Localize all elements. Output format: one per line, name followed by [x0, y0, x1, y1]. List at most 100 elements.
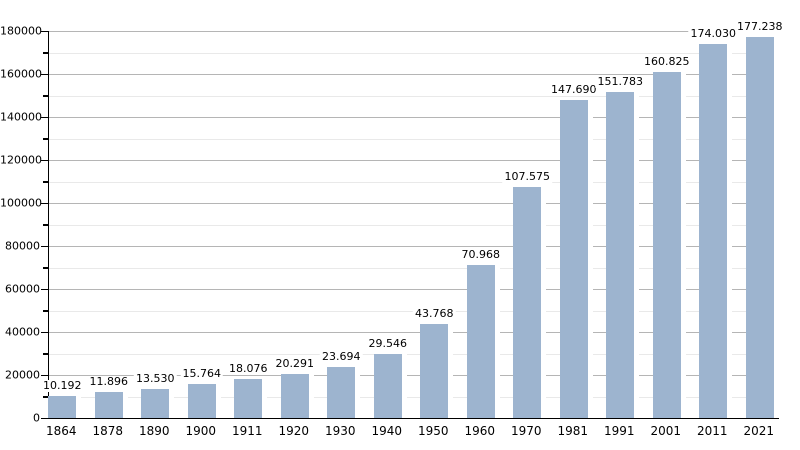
gridline-minor: [49, 267, 779, 269]
y-axis-minor-tick: [43, 353, 48, 355]
bar-value-label: 11.896: [87, 375, 130, 389]
bar-value-label: 15.764: [180, 367, 223, 381]
y-axis-tick: [41, 116, 48, 118]
bars-container: 10.192 11.896 13.530 15.764 18.076 20.291 23.6…: [39, 20, 785, 418]
y-axis-tick: [41, 202, 48, 204]
gridline-major: [49, 117, 779, 118]
y-tick-label: 80000: [5, 239, 40, 253]
bar-value-label: 147.690: [549, 83, 599, 97]
x-tick-label: 2001: [650, 424, 682, 438]
x-tick-label: 1940: [371, 424, 403, 438]
gridline-major: [49, 31, 779, 32]
plot-area: 10.192 11.896 13.530 15.764 18.076 20.291 23.6…: [41, 20, 785, 419]
gridline-minor: [49, 396, 779, 398]
bar-value-label: 177.238: [735, 19, 785, 33]
y-axis-tick: [41, 331, 48, 333]
x-axis-labels: 1864 1878 1890 1900 1911 1920 1930 1940 1950 1960…: [38, 424, 782, 438]
y-axis-tick: [41, 30, 48, 32]
gridline-major: [49, 332, 779, 333]
y-axis-minor-tick: [43, 181, 48, 183]
gridline-major: [49, 203, 779, 204]
y-axis-tick: [41, 374, 48, 376]
x-tick-label: 1930: [324, 424, 356, 438]
bar-slot: 151.783: [595, 31, 645, 418]
y-tick-label: 120000: [0, 153, 42, 167]
y-axis-tick: [41, 245, 48, 247]
bar-1864: [48, 396, 77, 418]
y-axis-minor-tick: [43, 310, 48, 312]
y-axis-minor-tick: [43, 52, 48, 54]
bar-1900: [187, 384, 216, 418]
gridline-minor: [49, 95, 779, 97]
bar-value-label: 20.291: [273, 357, 316, 371]
x-tick-label: 1911: [231, 424, 263, 438]
gridline-major: [49, 375, 779, 376]
gridline-major: [49, 289, 779, 290]
y-axis-minor-tick: [43, 95, 48, 97]
x-tick-label: 2011: [696, 424, 728, 438]
y-tick-label: 20000: [5, 368, 40, 382]
bar-value-label: 13.530: [134, 371, 177, 385]
bar-value-label: 151.783: [595, 74, 645, 88]
y-axis-minor-tick: [43, 267, 48, 269]
bar-slot: 10.192: [39, 31, 86, 418]
bar-1920: [280, 374, 309, 418]
x-tick-label: 1991: [603, 424, 635, 438]
x-tick-label: 1950: [417, 424, 449, 438]
bar-1970: [513, 186, 542, 418]
y-tick-label: 60000: [5, 282, 40, 296]
y-tick-label: 40000: [5, 325, 40, 339]
y-axis-tick: [41, 73, 48, 75]
x-tick-label: 1890: [138, 424, 170, 438]
gridline-minor: [49, 224, 779, 226]
y-tick-label: 160000: [0, 67, 42, 81]
bar-slot: 23.694: [318, 31, 365, 418]
y-tick-label: 0: [33, 411, 40, 425]
bar-2001: [652, 72, 681, 418]
bar-1878: [94, 392, 123, 418]
y-axis-tick: [41, 159, 48, 161]
x-tick-label: 1970: [510, 424, 542, 438]
y-tick-label: 140000: [0, 110, 42, 124]
y-tick-label: 180000: [0, 24, 42, 38]
gridline-major: [49, 246, 779, 247]
bar-1991: [606, 91, 635, 418]
bar-slot: 70.968: [458, 31, 505, 418]
x-tick-label: 1960: [464, 424, 496, 438]
bar-value-label: 23.694: [320, 350, 363, 364]
bar-slot: 18.076: [225, 31, 272, 418]
bar-1911: [234, 379, 263, 418]
bar-1981: [559, 100, 588, 418]
bar-value-label: 160.825: [642, 55, 692, 69]
bar-slot: 20.291: [272, 31, 319, 418]
bar-2011: [699, 43, 728, 418]
y-axis-tick: [41, 417, 48, 419]
x-tick-label: 1864: [45, 424, 77, 438]
bar-slot: 174.030: [688, 26, 738, 418]
bar-slot: 160.825: [642, 31, 692, 418]
gridline-major: [49, 74, 779, 75]
bar-value-label: 70.968: [459, 248, 502, 262]
x-tick-label: 1900: [185, 424, 217, 438]
bar-value-label: 29.546: [366, 337, 409, 351]
bar-1890: [141, 388, 170, 418]
y-axis-minor-tick: [43, 138, 48, 140]
bar-1950: [420, 323, 449, 418]
bar-value-label: 174.030: [688, 26, 738, 40]
x-tick-label: 2021: [743, 424, 775, 438]
bar-1940: [373, 354, 402, 418]
y-axis-minor-tick: [43, 396, 48, 398]
gridline-major: [49, 160, 779, 161]
bar-2021: [745, 36, 774, 418]
gridline-minor: [49, 181, 779, 183]
bar-value-label: 18.076: [227, 362, 270, 376]
x-tick-label: 1878: [92, 424, 124, 438]
bar-slot: 43.768: [411, 31, 458, 418]
bar-value-label: 107.575: [502, 169, 552, 183]
bar-slot: 11.896: [86, 31, 133, 418]
bar-1930: [327, 367, 356, 418]
gridline-minor: [49, 353, 779, 355]
bar-slot: 177.238: [735, 20, 785, 418]
bar-slot: 29.546: [365, 31, 412, 418]
